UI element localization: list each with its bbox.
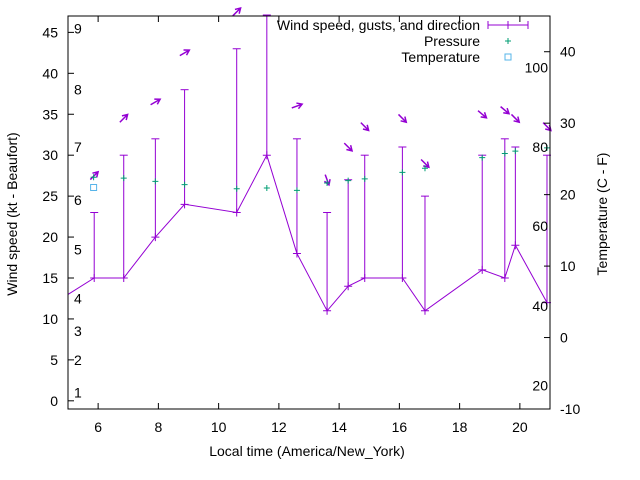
beaufort-label: 4 bbox=[74, 290, 82, 306]
x-tick-label: 6 bbox=[94, 419, 102, 435]
wind-speed-point bbox=[90, 274, 99, 282]
wind-speed-point bbox=[398, 274, 407, 282]
legend-label: Temperature bbox=[401, 49, 480, 65]
y-tick-label: 25 bbox=[42, 188, 58, 204]
wind-direction-arrow bbox=[179, 49, 191, 57]
pressure-point bbox=[90, 174, 97, 181]
x-tick-label: 18 bbox=[452, 419, 468, 435]
beaufort-label: 2 bbox=[74, 352, 82, 368]
y2-tick-label: 0 bbox=[560, 330, 568, 346]
pressure-point bbox=[421, 165, 428, 172]
x-tick-label: 14 bbox=[331, 419, 347, 435]
y-tick-label: 20 bbox=[42, 229, 58, 245]
legend-label: Pressure bbox=[424, 33, 480, 49]
wind-speed-point bbox=[360, 274, 369, 282]
legend: Wind speed, gusts, and directionPressure… bbox=[277, 17, 529, 65]
y-tick-label: 0 bbox=[50, 393, 58, 409]
pressure-point bbox=[263, 184, 270, 191]
y2-tick-label: 10 bbox=[560, 258, 576, 274]
wind-direction-arrow bbox=[500, 106, 511, 115]
y-tick-label: 15 bbox=[42, 270, 58, 286]
wind-direction-arrow bbox=[477, 110, 488, 119]
plot-frame bbox=[67, 15, 551, 410]
beaufort-label: 1 bbox=[74, 385, 82, 401]
pressure-point bbox=[181, 181, 188, 188]
pressure-point bbox=[324, 180, 331, 187]
fahrenheit-label: 100 bbox=[525, 59, 549, 75]
beaufort-label: 3 bbox=[74, 323, 82, 339]
wind-speed-point bbox=[292, 249, 301, 258]
y2-tick-label: 20 bbox=[560, 187, 576, 203]
x-tick-label: 16 bbox=[392, 419, 408, 435]
pressure-point bbox=[345, 177, 352, 184]
wind-direction-arrow bbox=[150, 98, 162, 106]
y-tick-label: 40 bbox=[42, 65, 58, 81]
wind-direction-arrow bbox=[119, 113, 129, 123]
wind-speed-point bbox=[151, 233, 160, 242]
fahrenheit-label: 40 bbox=[532, 298, 548, 314]
wind-speed-point bbox=[262, 151, 271, 160]
beaufort-label: 9 bbox=[74, 20, 82, 36]
y2-tick-label: 40 bbox=[560, 44, 576, 60]
y-tick-label: 35 bbox=[42, 106, 58, 122]
wind-direction-arrow bbox=[510, 113, 521, 124]
pressure-point bbox=[501, 150, 508, 157]
wind-speed-point bbox=[232, 208, 241, 217]
wind-speed-point bbox=[119, 274, 128, 282]
pressure-point bbox=[543, 144, 550, 151]
legend-sample-marker bbox=[504, 53, 512, 61]
legend-label: Wind speed, gusts, and direction bbox=[277, 17, 480, 33]
x-tick-label: 8 bbox=[154, 419, 162, 435]
beaufort-label: 5 bbox=[74, 241, 82, 257]
pressure-point bbox=[399, 169, 406, 176]
wind-direction-arrow bbox=[397, 113, 408, 124]
wind-speed-point bbox=[344, 282, 353, 291]
y2-tick-label: 30 bbox=[560, 115, 576, 131]
y-tick-label: 10 bbox=[42, 311, 58, 327]
pressure-point bbox=[120, 175, 127, 182]
x-tick-label: 20 bbox=[512, 419, 528, 435]
series-layer bbox=[67, 6, 552, 315]
beaufort-label: 8 bbox=[74, 82, 82, 98]
legend-sample-marker bbox=[504, 21, 512, 29]
beaufort-label: 6 bbox=[74, 192, 82, 208]
x-tick-label: 12 bbox=[271, 419, 287, 435]
wind-speed-point bbox=[323, 306, 332, 315]
y2-axis-label: Temperature (C - F) bbox=[594, 153, 610, 276]
pressure-point bbox=[233, 185, 240, 192]
axis-labels: Local time (America/New_York) Wind speed… bbox=[4, 132, 610, 459]
pressure-point bbox=[152, 178, 159, 185]
wind-speed-point bbox=[180, 200, 189, 209]
beaufort-label: 7 bbox=[74, 139, 82, 155]
wind-speed-point bbox=[478, 265, 487, 274]
wind-speed-point bbox=[500, 274, 509, 282]
y-tick-label: 5 bbox=[50, 352, 58, 368]
pressure-point bbox=[293, 187, 300, 194]
y-tick-label: 30 bbox=[42, 147, 58, 163]
wind-speed-point bbox=[511, 241, 520, 250]
y2-tick-label: -10 bbox=[560, 401, 580, 417]
wind-direction-arrow bbox=[291, 102, 304, 110]
fahrenheit-label: 20 bbox=[532, 377, 548, 393]
fahrenheit-label: 80 bbox=[532, 139, 548, 155]
legend-sample-marker bbox=[505, 38, 511, 44]
fahrenheit-label: 60 bbox=[532, 218, 548, 234]
wind-speed-point bbox=[420, 306, 429, 315]
y-axis-label: Wind speed (kt - Beaufort) bbox=[4, 132, 20, 295]
pressure-point bbox=[512, 148, 519, 155]
y-tick-label: 45 bbox=[42, 24, 58, 40]
wind-direction-arrow bbox=[360, 122, 370, 132]
pressure-point bbox=[479, 154, 486, 161]
temperature-point bbox=[90, 183, 98, 191]
x-tick-label: 10 bbox=[211, 419, 227, 435]
pressure-point bbox=[361, 175, 368, 182]
wind-direction-arrow bbox=[232, 6, 242, 17]
wind-direction-arrow bbox=[89, 170, 100, 181]
wind-speed-line bbox=[67, 153, 548, 312]
wind-direction-arrow bbox=[343, 142, 354, 152]
x-axis-label: Local time (America/New_York) bbox=[209, 443, 405, 459]
